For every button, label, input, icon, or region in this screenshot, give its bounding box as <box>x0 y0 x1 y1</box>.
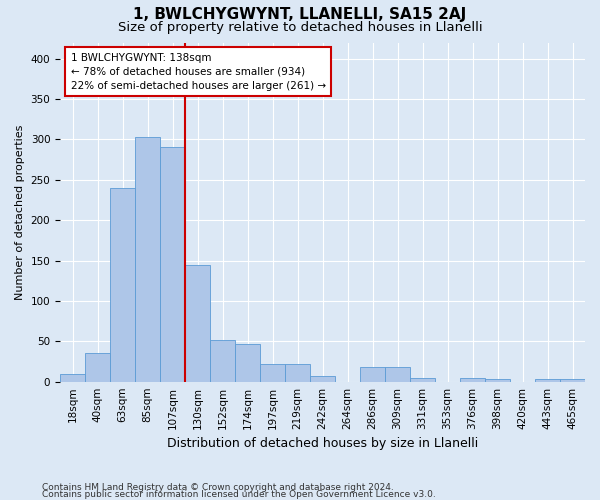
Text: Contains HM Land Registry data © Crown copyright and database right 2024.: Contains HM Land Registry data © Crown c… <box>42 484 394 492</box>
Bar <box>110 188 135 382</box>
Bar <box>385 367 410 382</box>
X-axis label: Distribution of detached houses by size in Llanelli: Distribution of detached houses by size … <box>167 437 478 450</box>
Bar <box>135 137 160 382</box>
Text: Contains public sector information licensed under the Open Government Licence v3: Contains public sector information licen… <box>42 490 436 499</box>
Text: 1 BWLCHYGWYNT: 138sqm
← 78% of detached houses are smaller (934)
22% of semi-det: 1 BWLCHYGWYNT: 138sqm ← 78% of detached … <box>71 52 326 90</box>
Bar <box>285 364 310 382</box>
Bar <box>60 374 85 382</box>
Bar <box>235 344 260 382</box>
Text: Size of property relative to detached houses in Llanelli: Size of property relative to detached ho… <box>118 21 482 34</box>
Bar <box>210 340 235 382</box>
Bar <box>485 380 510 382</box>
Bar <box>160 148 185 382</box>
Text: 1, BWLCHYGWYNT, LLANELLI, SA15 2AJ: 1, BWLCHYGWYNT, LLANELLI, SA15 2AJ <box>133 8 467 22</box>
Bar <box>460 378 485 382</box>
Bar <box>560 380 585 382</box>
Bar <box>410 378 435 382</box>
Bar <box>185 264 210 382</box>
Y-axis label: Number of detached properties: Number of detached properties <box>15 124 25 300</box>
Bar <box>260 364 285 382</box>
Bar <box>85 354 110 382</box>
Bar <box>360 367 385 382</box>
Bar <box>535 380 560 382</box>
Bar <box>310 376 335 382</box>
